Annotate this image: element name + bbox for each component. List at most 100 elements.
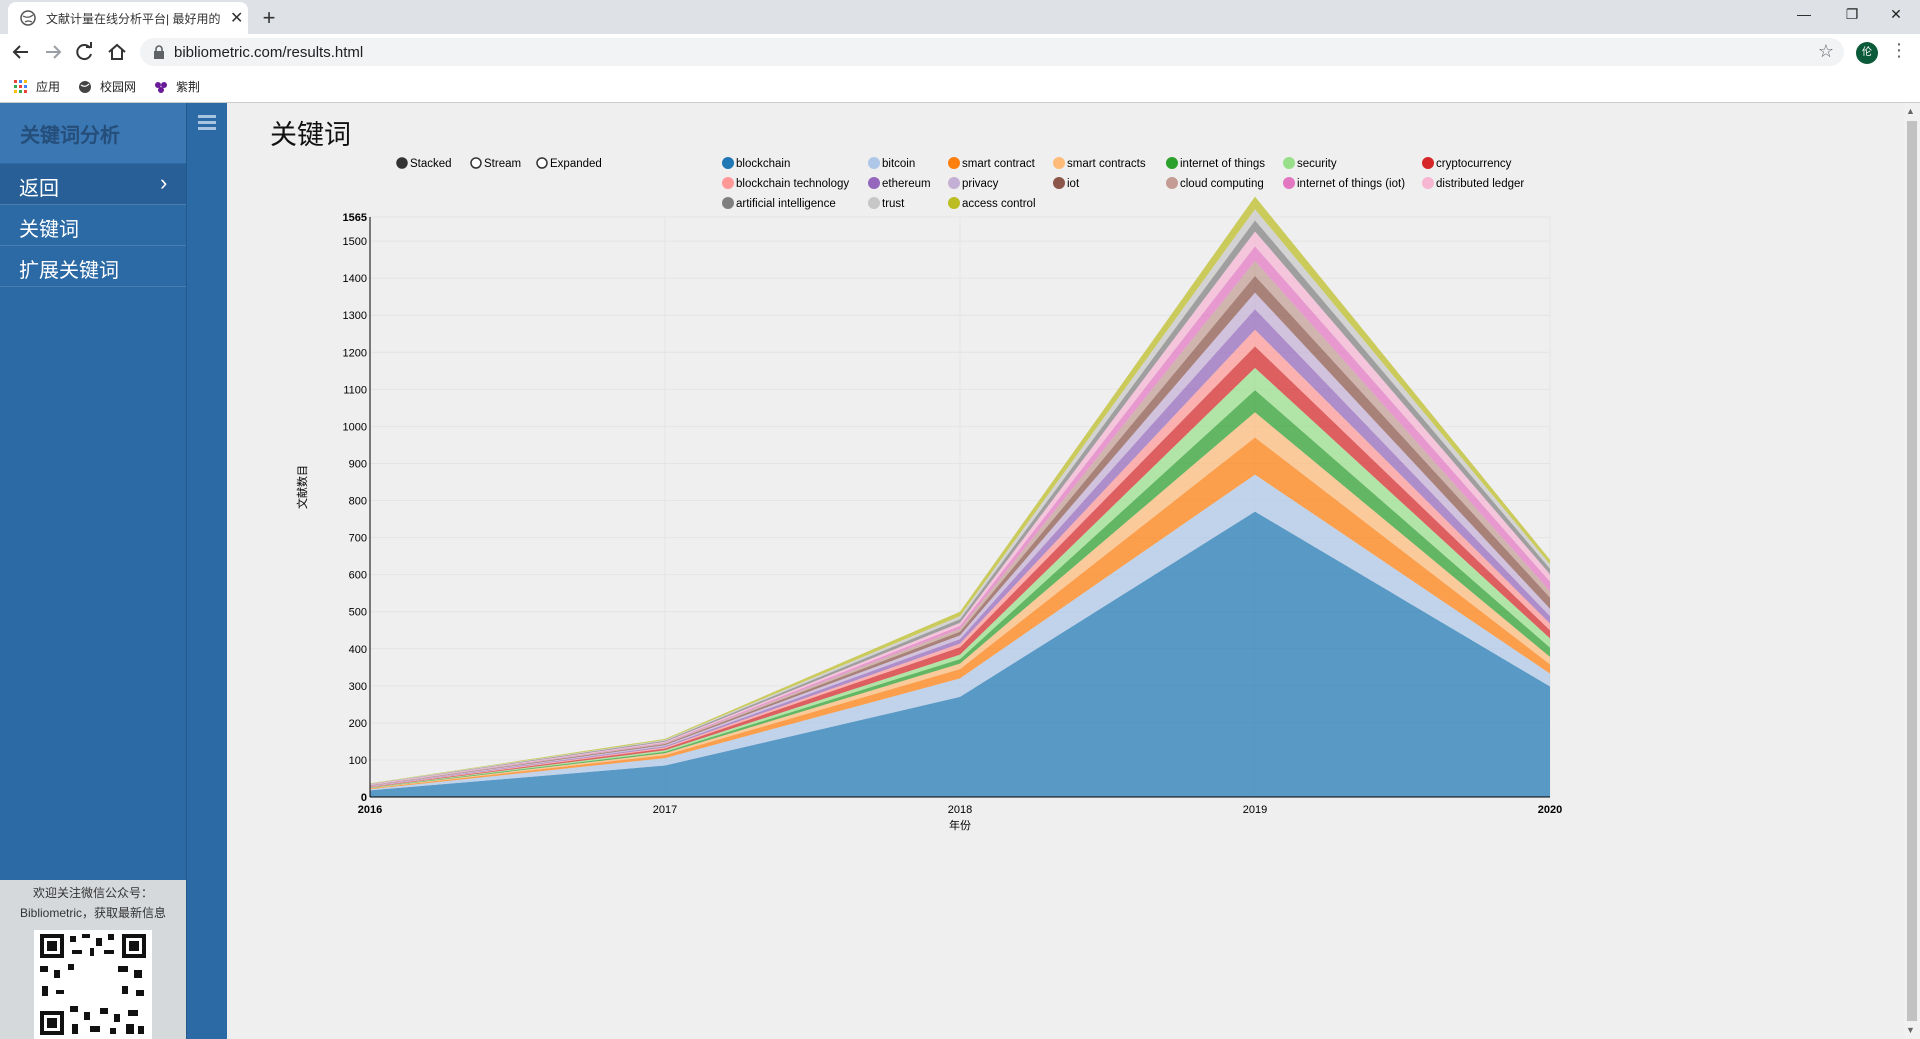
new-tab-button[interactable]: + bbox=[262, 5, 276, 30]
restore-icon[interactable]: ❐ bbox=[1845, 6, 1859, 22]
sidebar-toggle-strip bbox=[186, 103, 227, 1039]
close-window-icon[interactable]: ✕ bbox=[1890, 6, 1902, 22]
legend-swatch[interactable] bbox=[722, 197, 734, 209]
legend-swatch[interactable] bbox=[1422, 157, 1434, 169]
sidebar-brand-label: 关键词分析 bbox=[20, 125, 120, 147]
legend-item-label[interactable]: internet of things (iot) bbox=[1297, 178, 1405, 190]
chevron-right-icon: › bbox=[160, 170, 168, 195]
area-series-blockchain[interactable] bbox=[370, 511, 1550, 797]
legend-swatch[interactable] bbox=[1283, 177, 1295, 189]
y-tick-label: 0 bbox=[361, 792, 367, 804]
wechat-panel: 欢迎关注微信公众号： Bibliometric，获取最新信息 bbox=[0, 880, 186, 1039]
flower-icon bbox=[155, 81, 167, 93]
legend-swatch[interactable] bbox=[948, 157, 960, 169]
bookmark-label: 紫荆 bbox=[176, 80, 201, 94]
legend-item-label[interactable]: blockchain bbox=[736, 158, 790, 170]
bookmark-campus-network[interactable]: 校园网 bbox=[78, 78, 136, 95]
browser-toolbar: bibliometric.com/results.html ☆ 伦 ⋮ bbox=[0, 34, 1920, 70]
legend-swatch[interactable] bbox=[1283, 157, 1295, 169]
legend-swatch[interactable] bbox=[948, 177, 960, 189]
legend-swatch[interactable] bbox=[1053, 177, 1065, 189]
browser-menu-icon[interactable]: ⋮ bbox=[1890, 40, 1908, 60]
legend-swatch[interactable] bbox=[1166, 177, 1178, 189]
legend-swatch[interactable] bbox=[868, 177, 880, 189]
globe-icon bbox=[79, 80, 91, 93]
y-tick-label: 800 bbox=[349, 496, 367, 508]
legend-item-label[interactable]: cloud computing bbox=[1180, 178, 1264, 190]
sidebar-item-label: 扩展关键词 bbox=[19, 260, 119, 282]
browser-tab[interactable]: 文献计量在线分析平台| 最好用的 ✕ bbox=[8, 2, 248, 34]
bookmark-star-icon[interactable]: ☆ bbox=[1817, 41, 1834, 61]
legend-swatch[interactable] bbox=[868, 197, 880, 209]
legend-item-label[interactable]: trust bbox=[882, 198, 905, 210]
legend-item-label[interactable]: iot bbox=[1067, 178, 1080, 190]
legend-swatch[interactable] bbox=[1053, 157, 1065, 169]
legend-item-label[interactable]: cryptocurrency bbox=[1436, 158, 1512, 170]
address-bar[interactable]: bibliometric.com/results.html ☆ bbox=[140, 38, 1844, 66]
sidebar-item-label: 返回 bbox=[19, 178, 59, 200]
sidebar-item-back[interactable]: 返回 › bbox=[0, 164, 186, 205]
bookmark-apps[interactable]: 应用 bbox=[14, 78, 60, 95]
hamburger-menu-icon[interactable] bbox=[198, 115, 216, 130]
y-tick-label: 400 bbox=[349, 644, 367, 656]
sidebar-item-keywords[interactable]: 关键词 bbox=[0, 205, 186, 246]
sidebar-item-extended-keywords[interactable]: 扩展关键词 bbox=[0, 246, 186, 287]
y-tick-label: 1500 bbox=[343, 236, 367, 248]
forward-icon[interactable] bbox=[42, 42, 64, 62]
sidebar: 关键词分析 返回 › 关键词 扩展关键词 欢迎关注微信公众号： Bibliome… bbox=[0, 103, 186, 1039]
x-tick-label: 2016 bbox=[358, 804, 382, 816]
y-tick-label: 1300 bbox=[343, 310, 367, 322]
y-tick-label: 1400 bbox=[343, 273, 367, 285]
globe-icon bbox=[20, 10, 36, 26]
legend-item-label[interactable]: smart contract bbox=[962, 158, 1036, 170]
y-tick-label: 300 bbox=[349, 681, 367, 693]
legend-swatch[interactable] bbox=[1166, 157, 1178, 169]
legend-item-label[interactable]: privacy bbox=[962, 178, 999, 190]
wechat-text-line1: 欢迎关注微信公众号： bbox=[32, 886, 153, 900]
x-tick-label: 2019 bbox=[1243, 804, 1267, 816]
back-icon[interactable] bbox=[10, 42, 32, 62]
legend-item-label[interactable]: internet of things bbox=[1180, 158, 1265, 170]
sidebar-brand[interactable]: 关键词分析 bbox=[0, 103, 186, 163]
legend-swatch[interactable] bbox=[1422, 177, 1434, 189]
legend-swatch[interactable] bbox=[868, 157, 880, 169]
profile-avatar[interactable]: 伦 bbox=[1856, 42, 1878, 64]
y-tick-label: 1565 bbox=[343, 212, 367, 224]
home-icon[interactable] bbox=[106, 42, 128, 62]
legend-item-label[interactable]: smart contracts bbox=[1067, 158, 1146, 170]
wechat-text-line2: Bibliometric，获取最新信息 bbox=[19, 906, 167, 920]
sidebar-item-label: 关键词 bbox=[19, 219, 79, 241]
legend-item-label[interactable]: blockchain technology bbox=[736, 178, 849, 190]
legend-swatch[interactable] bbox=[722, 177, 734, 189]
bookmark-zijing[interactable]: 紫荆 bbox=[154, 78, 200, 95]
scroll-up-icon[interactable]: ▲ bbox=[1906, 106, 1915, 116]
scrollbar-thumb[interactable] bbox=[1907, 121, 1917, 1021]
bookmarks-bar: 应用 校园网 紫荆 bbox=[0, 70, 1920, 103]
reload-icon[interactable] bbox=[74, 42, 96, 62]
qr-code-image bbox=[34, 930, 152, 1039]
legend-item-label[interactable]: security bbox=[1297, 158, 1337, 170]
y-axis-label: 文献数目 bbox=[295, 465, 309, 509]
scroll-down-icon[interactable]: ▼ bbox=[1906, 1025, 1915, 1035]
control-stacked-label[interactable]: Stacked bbox=[410, 158, 452, 170]
legend-item-label[interactable]: ethereum bbox=[882, 178, 931, 190]
legend-item-label[interactable]: access control bbox=[962, 198, 1036, 210]
legend-item-label[interactable]: distributed ledger bbox=[1436, 178, 1524, 190]
radio-stacked-icon[interactable] bbox=[396, 157, 408, 169]
control-expanded-label[interactable]: Expanded bbox=[550, 158, 602, 170]
legend-swatch[interactable] bbox=[948, 197, 960, 209]
page-content: 关键词分析 返回 › 关键词 扩展关键词 欢迎关注微信公众号： Bibliome… bbox=[0, 103, 1920, 1039]
tab-close-icon[interactable]: ✕ bbox=[230, 10, 244, 27]
x-tick-label: 2017 bbox=[653, 804, 677, 816]
radio-stream-icon[interactable] bbox=[470, 157, 482, 169]
radio-expanded-icon[interactable] bbox=[536, 157, 548, 169]
legend-swatch[interactable] bbox=[722, 157, 734, 169]
minimize-icon[interactable]: — bbox=[1797, 6, 1811, 22]
y-tick-label: 500 bbox=[349, 607, 367, 619]
control-stream-label[interactable]: Stream bbox=[484, 158, 521, 170]
legend-item-label[interactable]: artificial intelligence bbox=[736, 198, 836, 210]
x-axis-label: 年份 bbox=[949, 818, 971, 832]
legend-item-label[interactable]: bitcoin bbox=[882, 158, 915, 170]
bookmark-label: 应用 bbox=[36, 80, 61, 94]
y-tick-label: 700 bbox=[349, 533, 367, 545]
